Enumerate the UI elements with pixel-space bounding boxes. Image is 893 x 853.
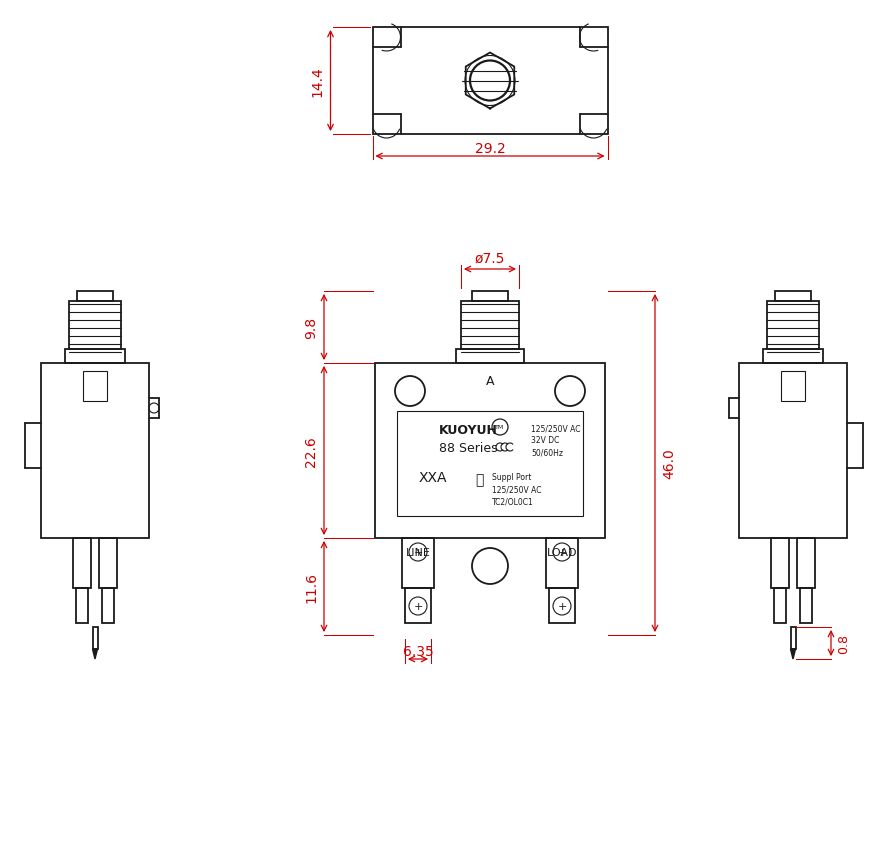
Bar	[771, 538, 789, 589]
Bar	[65, 350, 125, 363]
Text: TM: TM	[496, 425, 505, 430]
Bar	[99, 538, 117, 589]
Bar	[372, 28, 607, 135]
Bar	[77, 292, 113, 302]
Bar	[546, 538, 578, 589]
Text: 46.0: 46.0	[662, 448, 676, 479]
Text: +: +	[557, 548, 567, 557]
Bar	[375, 363, 605, 538]
Text: 9.8: 9.8	[304, 316, 318, 339]
Bar	[102, 589, 114, 624]
Text: LINE: LINE	[405, 548, 430, 557]
Text: KUOYUH: KUOYUH	[439, 424, 498, 437]
Bar	[456, 350, 524, 363]
Bar	[775, 292, 811, 302]
Bar	[549, 589, 575, 624]
Bar	[73, 538, 91, 589]
Text: 29.2: 29.2	[474, 142, 505, 156]
Bar	[472, 292, 508, 302]
Text: 125/250V AC: 125/250V AC	[531, 424, 580, 433]
Bar	[774, 589, 786, 624]
Text: XXA: XXA	[419, 471, 447, 485]
Text: TC2/OL0C1: TC2/OL0C1	[492, 497, 534, 506]
Text: Suppl Port: Suppl Port	[492, 473, 531, 482]
Bar	[41, 363, 149, 538]
Polygon shape	[790, 649, 796, 659]
Bar	[461, 302, 519, 350]
Bar	[800, 589, 812, 624]
Bar	[397, 411, 583, 516]
Bar	[69, 302, 121, 350]
Bar	[797, 538, 815, 589]
Bar	[76, 589, 88, 624]
Bar	[767, 302, 819, 350]
Text: 6.35: 6.35	[403, 644, 433, 659]
Bar	[790, 627, 796, 649]
Text: A: A	[486, 375, 494, 388]
Text: 11.6: 11.6	[304, 572, 318, 602]
Text: 32V DC: 32V DC	[531, 436, 559, 445]
Bar	[83, 372, 107, 402]
Text: 14.4: 14.4	[311, 66, 324, 96]
Bar	[781, 372, 805, 402]
Text: 125/250V AC: 125/250V AC	[492, 485, 541, 494]
Text: 0.8: 0.8	[837, 633, 850, 653]
Text: LOAD: LOAD	[547, 548, 577, 557]
Bar	[93, 627, 97, 649]
Text: +: +	[557, 601, 567, 612]
Text: 88 Series: 88 Series	[439, 442, 497, 455]
Text: 50/60Hz: 50/60Hz	[531, 448, 563, 457]
Bar	[739, 363, 847, 538]
Bar	[405, 589, 431, 624]
Polygon shape	[93, 649, 97, 659]
Bar	[763, 350, 823, 363]
Bar	[402, 538, 434, 589]
Text: +: +	[413, 548, 422, 557]
Text: 22.6: 22.6	[304, 436, 318, 467]
Text: +: +	[413, 601, 422, 612]
Text: ø7.5: ø7.5	[475, 252, 505, 265]
Text: Ⓛ: Ⓛ	[475, 473, 483, 486]
